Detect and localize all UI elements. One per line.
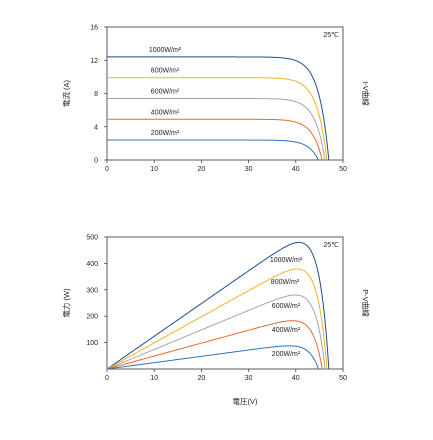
- pv-y-tick-label: 300: [86, 287, 98, 294]
- pv-x-tick-label: 0: [105, 375, 109, 382]
- pv-x-tick-label: 50: [339, 375, 347, 382]
- iv-y-tick-label: 0: [94, 158, 98, 165]
- pv-plot-frame: [106, 236, 344, 370]
- pv-series-line-1: [106, 268, 328, 370]
- pv-y-tick-label: 500: [86, 235, 98, 242]
- pv-series-label-2: 600W/m²: [272, 303, 301, 310]
- pv-temperature-label: 25℃: [323, 242, 339, 249]
- iv-series-label-1: 800W/m²: [151, 68, 180, 75]
- pv-series-line-3: [106, 320, 323, 370]
- iv-y-tick-label: 4: [94, 124, 98, 131]
- iv-x-tick-label: 50: [339, 166, 347, 173]
- pv-y-tick-label: 400: [86, 261, 98, 268]
- iv-y-axis-title: 電流 (A): [61, 79, 71, 107]
- iv-x-tick-label: 20: [198, 166, 206, 173]
- iv-series-label-2: 600W/m²: [151, 88, 180, 95]
- iv-x-tick-label: 30: [245, 166, 253, 173]
- pv-y-axis-title: 電力 (W): [61, 288, 71, 318]
- pv-series-label-1: 800W/m²: [271, 279, 300, 286]
- pv-x-axis-title: 電圧(V): [233, 397, 258, 406]
- iv-temperature-label: 25℃: [323, 32, 339, 39]
- iv-y-tick-label: 8: [94, 91, 98, 98]
- pv-series-label-4: 200W/m²: [272, 351, 301, 358]
- pv-series-line-4: [106, 345, 319, 370]
- iv-series-line-1: [107, 77, 328, 161]
- iv-side-label: I-V曲線: [361, 81, 371, 106]
- pv-y-tick-label: 100: [86, 340, 98, 347]
- pv-series-label-3: 400W/m²: [272, 327, 301, 334]
- iv-series-line-2: [107, 97, 326, 161]
- iv-series-line-4: [107, 139, 319, 161]
- pv-series-label-0: 1000W/m²: [270, 257, 303, 264]
- iv-series-label-3: 400W/m²: [151, 109, 180, 116]
- iv-series-label-4: 200W/m²: [151, 130, 180, 137]
- pv-x-tick-label: 40: [292, 375, 300, 382]
- iv-x-tick-label: 10: [150, 166, 158, 173]
- pv-x-tick-label: 10: [150, 375, 158, 382]
- iv-x-tick-label: 0: [105, 166, 109, 173]
- pv-series-line-2: [106, 294, 326, 370]
- pv-side-label: P-V曲線: [361, 289, 371, 317]
- iv-x-tick-label: 40: [292, 166, 300, 173]
- iv-series-line-3: [107, 118, 323, 161]
- pv-x-tick-label: 20: [198, 375, 206, 382]
- iv-series-line-0: [107, 56, 330, 161]
- iv-y-tick-label: 16: [90, 25, 98, 32]
- pv-series-line-0: [106, 241, 330, 370]
- pv-x-tick-label: 30: [245, 375, 253, 382]
- iv-y-tick-label: 12: [90, 58, 98, 65]
- iv-series-label-0: 1000W/m²: [149, 47, 182, 54]
- pv-y-tick-label: 200: [86, 314, 98, 321]
